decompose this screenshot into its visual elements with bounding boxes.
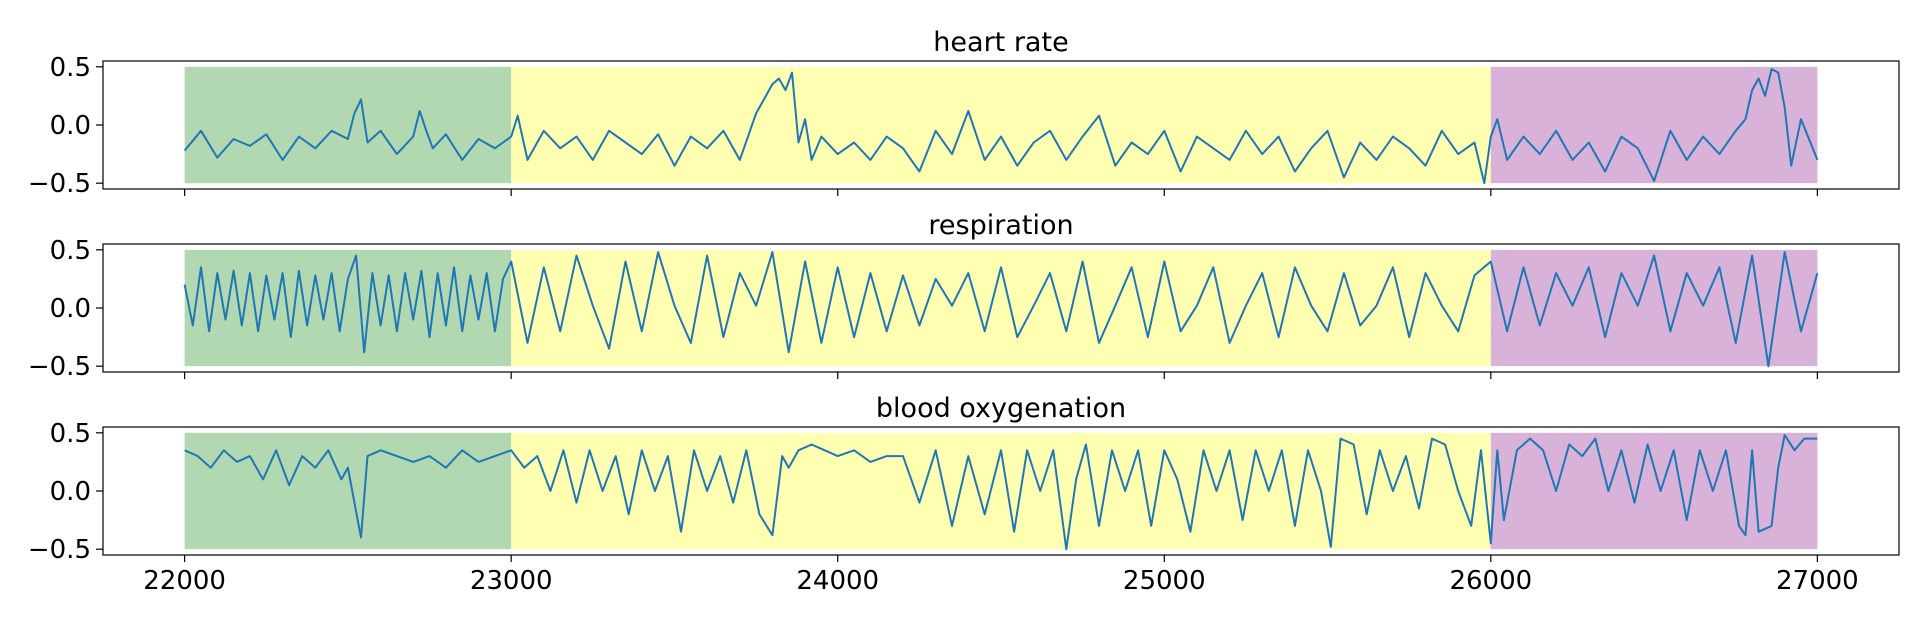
x-tick-label: 23000 (470, 566, 553, 596)
shaded-region-1 (184, 432, 512, 550)
shaded-region-3 (1490, 66, 1818, 184)
y-tick-label: 0.0 (50, 111, 91, 141)
x-tick-label: 22000 (143, 566, 226, 596)
series-line-1 (183, 68, 1819, 185)
series-line-1 (183, 251, 1819, 368)
subplot-1: 0.5 0.0 −0.5 heart rate (28, 27, 1900, 199)
x-tick-label: 25000 (1123, 566, 1206, 596)
subplot-title: blood oxygenation (876, 393, 1126, 424)
y-tick-label: −0.5 (28, 535, 91, 565)
x-tick-label: 24000 (796, 566, 879, 596)
subplot-2: 0.5 0.0 −0.5 respiration (28, 210, 1900, 382)
subplot-title: respiration (928, 210, 1073, 241)
y-tick-label: −0.5 (28, 169, 91, 199)
x-tick-label: 27000 (1776, 566, 1859, 596)
y-tick-label: 0.5 (50, 53, 91, 83)
y-tick-label: 0.5 (50, 419, 91, 449)
subplot-title: heart rate (933, 27, 1068, 58)
series-line-1 (184, 434, 1818, 551)
shaded-region-1 (184, 249, 512, 367)
y-tick-label: 0.0 (50, 477, 91, 507)
shaded-region-3 (1490, 249, 1818, 367)
y-tick-label: 0.0 (50, 294, 91, 324)
y-tick-label: −0.5 (28, 352, 91, 382)
y-tick-label: 0.5 (50, 236, 91, 266)
shaded-region-2 (511, 66, 1491, 184)
subplot-3: 0.5 0.0 −0.5 22000 23000 24000 25000 26000 27000… (28, 393, 1900, 596)
shaded-region-1 (184, 66, 512, 184)
x-tick-label: 26000 (1449, 566, 1532, 596)
shaded-region-3 (1490, 432, 1818, 550)
